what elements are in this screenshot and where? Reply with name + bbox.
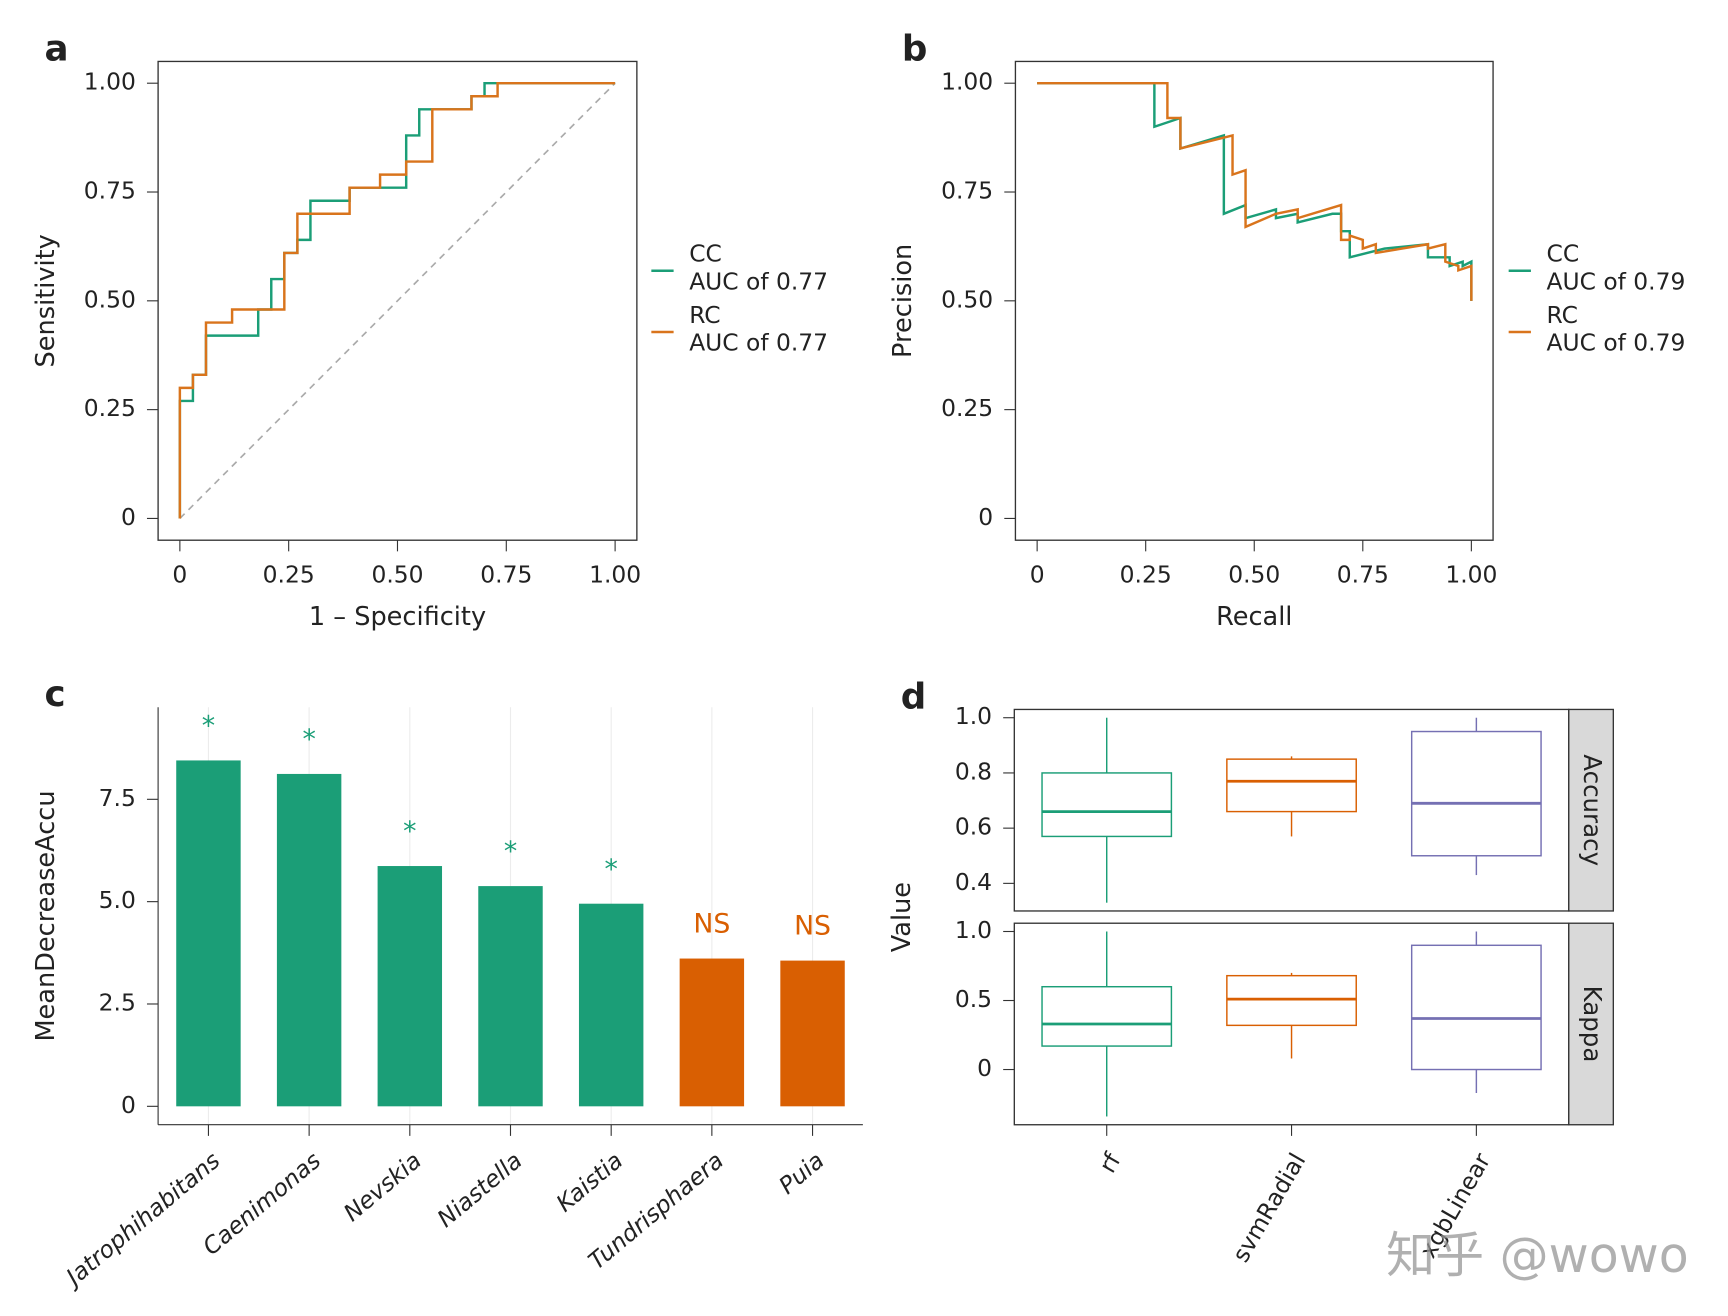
x-tick-label: Jatrophihabitans	[58, 1146, 226, 1293]
x-axis-label: 1 – Specificity	[309, 602, 486, 632]
legend-label: AUC of 0.79	[1547, 268, 1686, 296]
plot-frame	[1014, 60, 1494, 541]
y-tick-label: 0.25	[941, 394, 993, 422]
legend-label: AUC of 0.77	[689, 268, 828, 296]
y-tick-label: 0.75	[941, 177, 993, 205]
bar-annotation: NS	[693, 909, 730, 940]
bar	[176, 760, 241, 1107]
y-tick-label: 1.0	[955, 702, 992, 730]
box	[1410, 730, 1542, 857]
x-tick-label: 0.25	[263, 560, 315, 588]
bar	[377, 866, 443, 1107]
bar	[578, 903, 644, 1107]
x-tick-label: Puia	[773, 1146, 829, 1199]
box	[1410, 944, 1542, 1071]
y-tick-label: 0.8	[955, 757, 992, 785]
series-line	[1037, 81, 1473, 301]
series-line	[178, 81, 616, 519]
legend-label: AUC of 0.79	[1547, 329, 1686, 357]
bar-annotation: NS	[794, 911, 831, 942]
box	[1041, 985, 1173, 1047]
y-tick-label: 1.00	[941, 68, 993, 96]
x-tick-label: 1.00	[589, 560, 641, 588]
legend-name: RC	[689, 301, 720, 329]
x-axis-label: Recall	[1216, 602, 1292, 632]
legend-label: AUC of 0.77	[689, 329, 828, 357]
facet-label: Accuracy	[1578, 754, 1607, 866]
x-tick-label: 0.50	[1228, 560, 1280, 588]
y-tick-label: 0.75	[84, 177, 136, 205]
y-tick-label: 0.50	[941, 285, 993, 313]
y-tick-label: 0.5	[955, 985, 992, 1013]
panel-letter: d	[901, 676, 927, 717]
x-tick-label: rf	[1093, 1148, 1127, 1178]
y-tick-label: 5.0	[99, 886, 136, 914]
facet-label: Kappa	[1578, 986, 1607, 1063]
x-tick-label: 0.50	[371, 560, 423, 588]
reference-line	[179, 82, 616, 520]
x-tick-label: svmRadial	[1227, 1148, 1312, 1267]
y-tick-label: 1.00	[84, 68, 136, 96]
x-tick-label: 0.25	[1120, 560, 1172, 588]
y-axis-label: Precision	[888, 244, 918, 358]
y-tick-label: 0	[121, 1091, 136, 1119]
x-tick-label: 0.75	[1337, 560, 1389, 588]
bar	[780, 960, 845, 1107]
y-tick-label: 2.5	[99, 988, 136, 1016]
bar-annotation: *	[504, 836, 517, 867]
y-tick-label: 0.6	[955, 813, 992, 841]
y-axis-label: Sensitivity	[31, 234, 61, 367]
x-tick-label: Niastella	[432, 1146, 528, 1233]
x-tick-label: 0	[1030, 560, 1045, 588]
watermark: 知乎 @wowo	[1386, 1227, 1689, 1284]
y-tick-label: 0.25	[84, 394, 136, 422]
y-axis-label: MeanDecreaseAccu	[31, 790, 61, 1041]
x-tick-label: 0	[172, 560, 187, 588]
bar	[478, 886, 543, 1107]
x-tick-label: 0.75	[480, 560, 532, 588]
y-axis-label: Value	[887, 882, 917, 952]
facet-strip	[1568, 922, 1614, 1126]
y-tick-label: 0	[977, 1054, 992, 1082]
bar-annotation: *	[202, 711, 215, 742]
legend-name: CC	[689, 240, 722, 268]
y-tick-label: 7.5	[99, 784, 136, 812]
bar-annotation: *	[302, 724, 315, 755]
x-tick-label: Nevskia	[338, 1146, 427, 1227]
y-tick-label: 0	[121, 503, 136, 531]
panel-letter: c	[45, 674, 66, 715]
box	[1226, 758, 1357, 813]
bar	[276, 773, 342, 1107]
y-tick-label: 0.50	[84, 285, 136, 313]
y-tick-label: 0	[978, 503, 993, 531]
x-tick-label: Kaistia	[551, 1146, 628, 1217]
y-tick-label: 0.4	[955, 868, 992, 896]
bar-annotation: *	[604, 854, 617, 885]
y-tick-label: 1.0	[955, 916, 992, 944]
x-tick-label: 1.00	[1445, 560, 1497, 588]
series-line	[1037, 81, 1473, 301]
legend-name: RC	[1547, 301, 1578, 329]
panel-letter: b	[902, 28, 928, 69]
bar-annotation: *	[403, 816, 416, 847]
box	[1041, 772, 1173, 838]
bar	[679, 958, 745, 1107]
facet-strip	[1568, 708, 1614, 912]
panel-letter: a	[45, 28, 69, 69]
legend-name: CC	[1547, 240, 1580, 268]
